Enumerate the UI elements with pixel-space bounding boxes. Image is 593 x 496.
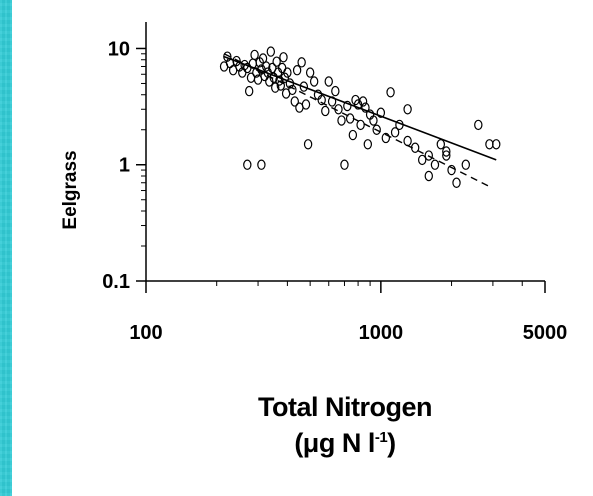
data-point	[334, 104, 343, 115]
data-point	[257, 159, 266, 170]
axes	[136, 22, 546, 293]
data-point	[381, 132, 391, 144]
data-point	[424, 170, 433, 182]
data-point	[266, 46, 276, 57]
data-point	[252, 67, 261, 78]
data-point	[447, 164, 456, 176]
data-point	[292, 65, 302, 76]
data-point	[268, 62, 277, 74]
data-point	[240, 59, 249, 71]
data-point	[321, 105, 330, 117]
data-point	[297, 57, 306, 68]
data-point	[436, 139, 445, 150]
data-point	[361, 102, 370, 113]
x-axis-unit: (μg N l-1)	[230, 428, 460, 459]
x-tick-label: 1000	[359, 322, 404, 344]
data-point	[271, 82, 280, 93]
data-point	[303, 139, 313, 150]
data-point	[279, 52, 288, 63]
data-point	[424, 150, 433, 161]
data-point	[244, 85, 254, 97]
data-point	[235, 61, 244, 72]
data-point	[262, 61, 271, 72]
data-point	[461, 159, 470, 170]
data-point	[340, 159, 349, 170]
data-point	[309, 76, 319, 87]
tick-labels: 0.1 1 10 100 1000 5000	[102, 38, 567, 344]
data-point	[317, 94, 326, 106]
data-point	[331, 85, 340, 97]
data-point	[395, 119, 404, 131]
y-tick-label: 10	[108, 38, 130, 60]
data-point	[232, 55, 241, 67]
data-point	[324, 76, 333, 87]
data-point	[348, 129, 358, 141]
x-axis-unit-superscript: -1	[374, 429, 388, 446]
data-point	[343, 100, 352, 112]
data-point	[353, 99, 363, 110]
data-point	[410, 142, 420, 153]
data-point	[442, 150, 451, 161]
y-axis-label: Eelgrass	[60, 150, 81, 229]
data-point	[358, 96, 368, 107]
data-point	[345, 113, 355, 124]
data-point	[452, 177, 461, 188]
x-tick-label: 5000	[523, 322, 568, 344]
data-point	[390, 127, 400, 138]
data-point	[305, 67, 315, 78]
data-point	[363, 139, 373, 150]
data-point	[265, 76, 274, 87]
data-point	[283, 67, 292, 78]
data-point	[356, 119, 365, 131]
x-axis-unit-close: )	[387, 428, 396, 458]
data-point	[369, 115, 378, 126]
data-point	[485, 139, 494, 150]
data-point	[418, 154, 427, 166]
x-axis-label: Total Nitrogen	[258, 392, 432, 422]
data-point	[376, 107, 386, 118]
data-point	[337, 115, 346, 126]
data-point	[372, 124, 381, 135]
data-point	[250, 49, 259, 61]
x-tick-label: 100	[129, 322, 162, 344]
data-point	[223, 51, 232, 62]
data-point	[403, 135, 412, 147]
data-point	[280, 72, 290, 83]
data-point	[290, 96, 299, 107]
data-point	[243, 159, 252, 170]
x-axis-unit-main: (μg N l	[294, 428, 375, 458]
data-point	[272, 56, 281, 67]
data-point	[386, 87, 395, 98]
data-point	[301, 99, 311, 110]
data-point	[492, 139, 501, 150]
data-point	[403, 104, 412, 115]
y-tick-label: 0.1	[102, 271, 130, 293]
data-point	[327, 96, 337, 107]
data-point	[299, 81, 309, 92]
data-point	[474, 119, 483, 131]
data-point	[269, 72, 278, 83]
data-point	[276, 80, 286, 91]
data-points	[219, 46, 501, 188]
data-point	[285, 78, 295, 89]
data-point	[442, 146, 451, 157]
y-tick-label: 1	[119, 155, 130, 177]
data-point	[288, 84, 297, 96]
data-point	[430, 159, 440, 170]
data-point	[275, 75, 284, 86]
